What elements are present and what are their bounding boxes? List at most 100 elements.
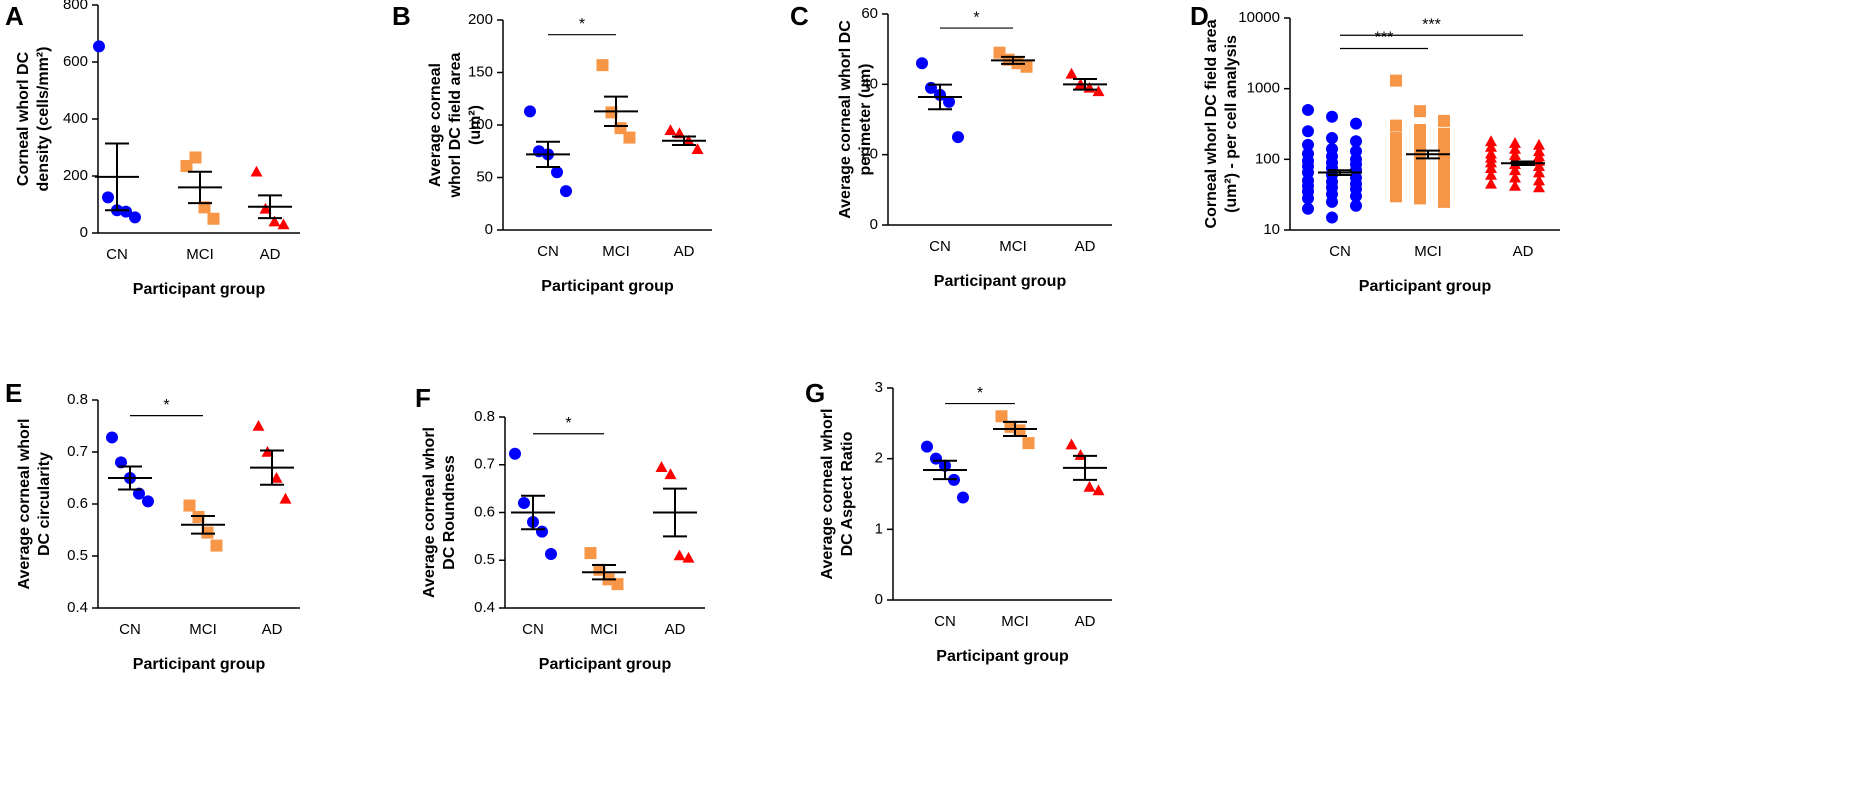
panel-label: B <box>392 1 411 31</box>
y-axis-label: Average corneal whorl DC <box>837 20 854 219</box>
data-point <box>518 496 530 509</box>
y-tick-label: 0.8 <box>474 408 495 425</box>
panel-label: A <box>5 1 24 31</box>
data-point <box>115 456 127 469</box>
y-tick-label: 1000 <box>1247 80 1280 97</box>
y-tick-label: 0.4 <box>474 599 495 616</box>
x-tick-label: CN <box>929 238 951 255</box>
x-axis-label: Participant group <box>539 656 672 673</box>
data-point <box>995 410 1008 423</box>
x-tick-label: MCI <box>999 238 1027 255</box>
data-point <box>1092 85 1105 97</box>
x-axis-label: Participant group <box>541 278 674 295</box>
y-axis-label: Corneal whorl DC <box>15 51 32 186</box>
data-point <box>252 420 265 431</box>
data-point <box>259 202 272 214</box>
data-point <box>129 211 141 224</box>
significance-label: * <box>973 9 979 26</box>
x-axis-label: Participant group <box>936 648 1069 665</box>
x-tick-label: MCI <box>189 621 217 638</box>
data-point <box>1485 169 1497 180</box>
data-point <box>614 122 627 135</box>
data-point <box>691 143 704 154</box>
data-point <box>664 124 677 136</box>
data-point <box>1390 119 1402 132</box>
y-tick-label: 3 <box>875 379 883 396</box>
data-point <box>1302 202 1314 215</box>
y-tick-label: 0 <box>870 216 878 233</box>
data-point <box>207 212 220 225</box>
y-tick-label: 10 <box>1263 221 1280 238</box>
data-point <box>189 151 202 164</box>
data-point <box>268 215 281 227</box>
y-tick-label: 0 <box>80 224 88 241</box>
data-point <box>1509 137 1521 148</box>
panel-label: E <box>5 378 22 408</box>
y-tick-label: 0.6 <box>67 495 88 512</box>
data-point <box>1302 125 1314 138</box>
y-axis-label: DC Roundness <box>441 455 458 570</box>
data-point <box>524 105 536 118</box>
data-point <box>1302 138 1314 151</box>
panel-label: F <box>415 383 431 413</box>
data-point <box>1414 181 1426 194</box>
y-tick-label: 0.6 <box>474 503 495 520</box>
y-tick-label: 150 <box>468 63 493 80</box>
y-tick-label: 0.5 <box>474 551 495 568</box>
y-axis-label: density (cells/mm²) <box>35 47 52 192</box>
data-point <box>1509 171 1521 183</box>
data-point <box>1092 484 1105 496</box>
x-axis-label: Participant group <box>1359 278 1492 295</box>
x-tick-label: MCI <box>1001 613 1029 630</box>
y-axis-label: perimeter (um) <box>857 63 874 175</box>
data-point <box>551 166 563 179</box>
y-tick-label: 1 <box>875 520 883 537</box>
data-point <box>277 218 290 230</box>
data-point <box>560 185 572 198</box>
y-tick-label: 200 <box>468 11 493 28</box>
data-point <box>1438 127 1450 140</box>
x-axis-label: Participant group <box>133 281 266 298</box>
x-tick-label: AD <box>262 621 283 638</box>
data-point <box>1350 199 1362 212</box>
data-point <box>1485 156 1497 168</box>
y-tick-label: 0.7 <box>67 443 88 460</box>
data-point <box>623 131 636 144</box>
panel-label: C <box>790 1 809 31</box>
data-point <box>198 201 211 214</box>
x-tick-label: MCI <box>602 243 630 260</box>
data-point <box>957 491 969 504</box>
data-point <box>1020 60 1033 73</box>
x-tick-label: CN <box>934 613 956 630</box>
data-point <box>1350 117 1362 130</box>
y-tick-label: 0.7 <box>474 456 495 473</box>
data-point <box>106 431 118 444</box>
data-point <box>1485 162 1497 173</box>
significance-label: *** <box>1422 16 1441 33</box>
y-tick-label: 600 <box>63 53 88 70</box>
data-point <box>192 511 205 523</box>
data-point <box>1390 154 1402 167</box>
significance-label: * <box>579 16 585 33</box>
x-tick-label: MCI <box>590 621 618 638</box>
data-point <box>1013 424 1026 437</box>
data-point <box>545 548 557 561</box>
x-tick-label: CN <box>1329 243 1351 260</box>
data-point <box>664 468 677 480</box>
y-axis-label: Average corneal whorl <box>16 418 33 589</box>
data-point <box>1414 156 1426 169</box>
data-point <box>279 492 292 504</box>
x-tick-label: CN <box>537 243 559 260</box>
data-point <box>93 40 105 53</box>
x-tick-label: AD <box>1513 243 1534 260</box>
y-tick-label: 100 <box>1255 150 1280 167</box>
data-point <box>605 106 618 119</box>
y-tick-label: 100 <box>468 116 493 133</box>
data-point <box>536 525 548 538</box>
x-tick-label: AD <box>674 243 695 260</box>
data-point <box>1438 195 1450 208</box>
data-point <box>1326 132 1338 145</box>
data-point <box>1326 195 1338 208</box>
significance-label: * <box>163 397 169 414</box>
